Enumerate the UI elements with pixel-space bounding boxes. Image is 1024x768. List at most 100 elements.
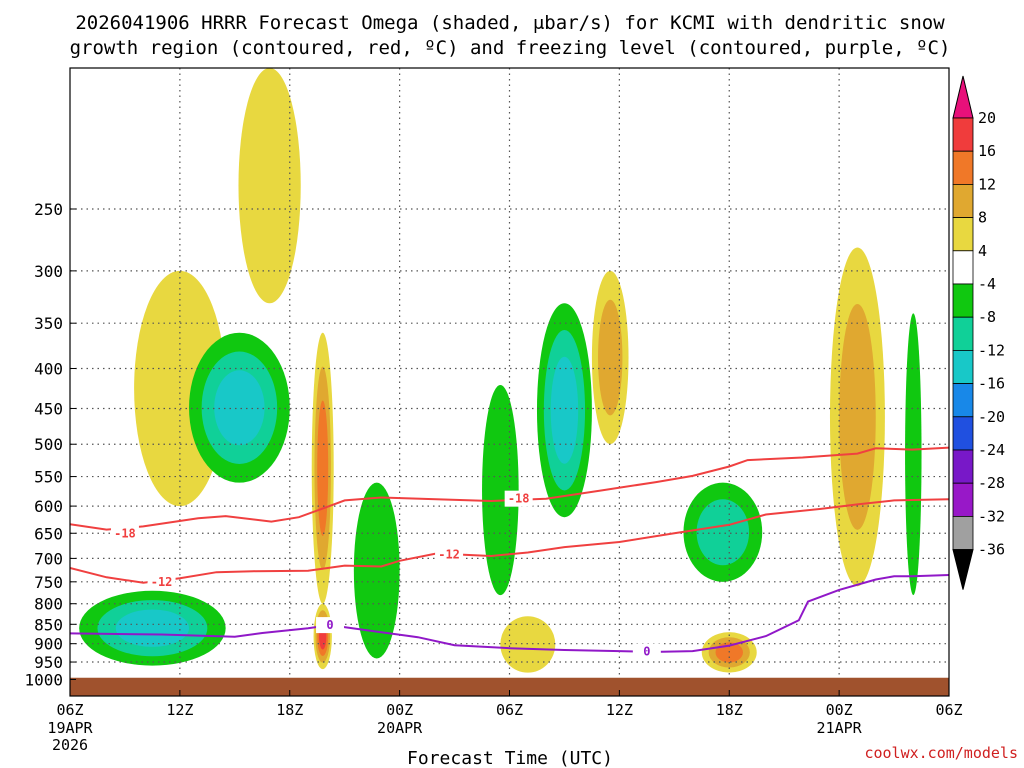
y-tick-label-750: 750: [34, 573, 63, 592]
colorbar-label-11: -24: [978, 441, 1005, 459]
omega-region-13: [536, 303, 592, 518]
y-tick-label-800: 800: [34, 595, 63, 614]
omega-region-12: [482, 385, 519, 596]
omega-band-5-1: [500, 616, 556, 673]
contour-3: 00: [70, 574, 949, 660]
colorbar-band-6: [952, 283, 974, 318]
y-tick-label-650: 650: [34, 524, 63, 543]
omega-region-10: [189, 332, 290, 483]
colorbar-band-9: [952, 383, 974, 418]
omega-band-11-1: [353, 482, 400, 659]
x-tick-sublabel-42-1: 21APR: [817, 719, 863, 737]
omega-region-9: [79, 590, 226, 666]
colorbar-label-8: -12: [978, 341, 1005, 359]
omega-band-14-2: [696, 499, 750, 566]
colorbar-band-1: [952, 117, 974, 152]
omega-band-12-1: [482, 385, 519, 596]
colorbar-label-1: 20: [978, 109, 996, 127]
y-tick-label-600: 600: [34, 497, 63, 516]
x-tick-sublabel-18-1: 20APR: [377, 719, 423, 737]
chart-title-line-1: 2026041906 HRRR Forecast Omega (shaded, …: [75, 12, 945, 34]
chart-title-line-2: growth region (contoured, red, ºC) and f…: [70, 37, 951, 59]
x-tick-label-48: 06Z: [935, 701, 962, 719]
x-tick-label-36: 18Z: [716, 701, 743, 719]
x-tick-label-18: 00Z: [386, 701, 413, 719]
y-tick-label-900: 900: [34, 635, 63, 654]
omega-region-6: [591, 270, 629, 445]
omega-band-8-2: [839, 303, 876, 530]
colorbar-arrow-bottom: [952, 549, 974, 590]
contour-line-3: [70, 574, 949, 653]
colorbar-label-12: -28: [978, 474, 1005, 492]
omega-region-5: [500, 616, 556, 673]
y-tick-label-700: 700: [34, 549, 63, 568]
omega-region-14: [683, 482, 763, 582]
x-axis-label: Forecast Time (UTC): [407, 748, 613, 768]
contour-label-3-1: 0: [326, 618, 333, 632]
colorbar-band-8: [952, 349, 974, 384]
colorbar-label-4: 8: [978, 209, 987, 227]
y-tick-label-450: 450: [34, 399, 63, 418]
contour-1: -18 -18: [70, 446, 949, 542]
contour-label-bg-1-2: [504, 490, 533, 507]
omega-region-4: [313, 603, 332, 670]
y-tick-label-350: 350: [34, 314, 63, 333]
colorbar-arrow-top: [952, 75, 974, 119]
colorbar-label-9: -16: [978, 375, 1005, 393]
x-tick-sublabel-0-1: 19APR: [47, 719, 93, 737]
omega-band-2-1: [238, 68, 301, 304]
colorbar: 20 16 12 8 4 -4 -8 -12 -16 -20 -24 -28 -32 -36: [952, 75, 1005, 590]
x-tick-label-30: 12Z: [606, 701, 633, 719]
omega-band-10-3: [214, 370, 265, 446]
y-tick-label-400: 400: [34, 360, 63, 379]
colorbar-band-7: [952, 316, 974, 351]
x-tick-label-0: 06Z: [56, 701, 83, 719]
contour-line-2: [70, 498, 949, 584]
contour-label-1-2: -18: [508, 492, 530, 506]
colorbar-band-2: [952, 150, 974, 185]
contour-label-bg-1-1: [110, 525, 139, 542]
y-tick-label-300: 300: [34, 262, 63, 281]
y-tick-label-250: 250: [34, 200, 63, 219]
colorbar-label-5: 4: [978, 242, 987, 260]
colorbar-label-3: 12: [978, 175, 996, 193]
contour-label-bg-3-1: [316, 617, 345, 634]
y-tick-label-850: 850: [34, 615, 63, 634]
y-tick-label-950: 950: [34, 653, 63, 672]
contour-label-2-1: -12: [151, 575, 173, 589]
contour-label-3-2: 0: [643, 645, 650, 659]
omega-band-15-1: [905, 313, 922, 596]
colorbar-label-6: -4: [978, 275, 996, 293]
colorbar-label-13: -32: [978, 507, 1005, 525]
colorbar-band-10: [952, 416, 974, 451]
x-tick-sublabel-0-2: 2026: [52, 736, 88, 754]
colorbar-label-7: -8: [978, 308, 996, 326]
colorbar-band-5: [952, 250, 974, 285]
contour-line-1: [70, 446, 949, 531]
x-tick-label-42: 00Z: [826, 701, 853, 719]
y-tick-label-500: 500: [34, 435, 63, 454]
omega-band-13-3: [550, 356, 579, 464]
colorbar-label-2: 16: [978, 142, 996, 160]
x-tick-label-24: 06Z: [496, 701, 523, 719]
y-tick-label-1000: 1000: [24, 670, 63, 689]
colorbar-band-11: [952, 449, 974, 484]
x-tick-label-12: 18Z: [276, 701, 303, 719]
y-axis-ticks: 2503003504004505005506006507007508008509…: [24, 200, 76, 689]
colorbar-label-10: -20: [978, 408, 1005, 426]
omega-band-9-3: [115, 609, 190, 647]
credit-text: coolwx.com/models: [864, 744, 1018, 762]
contour-label-bg-2-2: [435, 546, 464, 563]
y-tick-label-550: 550: [34, 468, 63, 487]
omega-region-8: [829, 247, 885, 587]
omega-region-2: [238, 68, 301, 304]
contour-label-bg-3-2: [632, 643, 661, 660]
colorbar-band-12: [952, 482, 974, 517]
contour-label-2-2: -12: [438, 548, 460, 562]
omega-shading-layer: [79, 68, 922, 673]
contour-label-bg-2-1: [147, 573, 176, 590]
omega-band-6-2: [598, 299, 623, 416]
